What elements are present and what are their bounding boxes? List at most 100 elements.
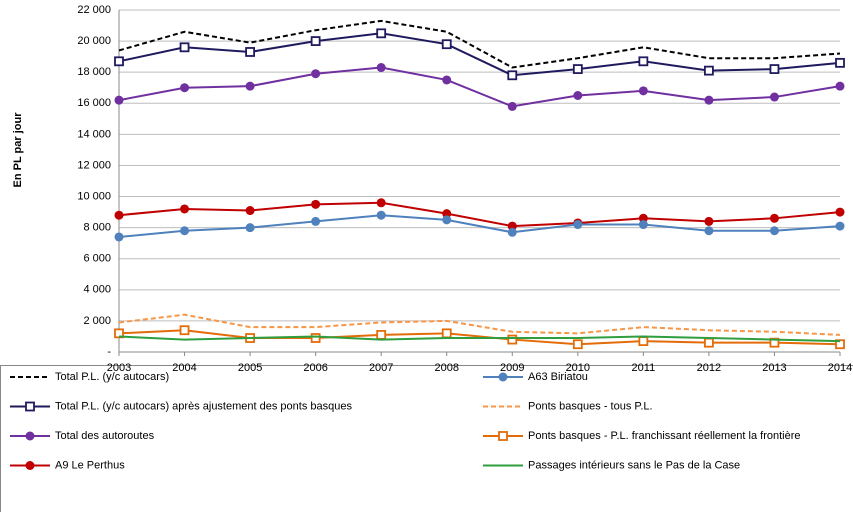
point <box>704 95 714 105</box>
point <box>769 92 779 102</box>
point <box>638 220 648 230</box>
point <box>769 226 779 236</box>
point <box>310 36 321 46</box>
legend-marker <box>25 431 35 441</box>
point <box>507 221 517 231</box>
y-tick-label: 6 000 <box>83 253 111 265</box>
point <box>507 227 517 237</box>
legend-label: A63 Biriatou <box>528 371 588 383</box>
point <box>638 56 649 67</box>
point <box>572 339 583 350</box>
y-tick-label: 18 000 <box>77 66 111 78</box>
legend-marker <box>498 431 508 441</box>
series-line <box>118 19 841 69</box>
legend-marker <box>498 372 508 382</box>
legend-label: Ponts basques - P.L. franchissant réelle… <box>528 430 801 442</box>
y-tick-label: - <box>107 346 111 358</box>
x-tick-label: 2011 <box>632 362 656 374</box>
point <box>704 337 714 348</box>
x-tick-label: 2004 <box>172 362 196 374</box>
point <box>245 223 255 233</box>
point <box>573 91 583 100</box>
y-tick-label: 4 000 <box>83 284 111 296</box>
series-line <box>118 201 841 228</box>
point <box>179 42 190 53</box>
point <box>572 64 583 74</box>
point <box>704 226 714 236</box>
point <box>507 101 517 111</box>
point <box>442 75 452 85</box>
legend-marker <box>25 401 35 412</box>
legend-box <box>0 365 853 512</box>
point <box>704 65 714 76</box>
point <box>441 328 452 339</box>
y-tick-label: 2 000 <box>83 315 111 327</box>
point <box>311 199 321 209</box>
point <box>769 64 780 74</box>
point <box>638 213 648 223</box>
point <box>114 232 124 242</box>
x-tick-label: 2013 <box>762 362 786 374</box>
point <box>180 226 190 236</box>
series-line <box>118 313 841 336</box>
point <box>835 57 845 68</box>
point <box>376 329 387 340</box>
point <box>376 28 387 39</box>
y-tick-label: 12 000 <box>77 159 111 171</box>
legend-label: Passages intérieurs sans le Pas de la Ca… <box>528 459 740 471</box>
x-tick-label: 2006 <box>303 362 327 374</box>
x-tick-label: 2003 <box>107 362 131 374</box>
point <box>311 216 321 226</box>
x-tick-label: 2009 <box>500 362 524 374</box>
legend-label: Ponts basques - tous P.L. <box>528 400 653 412</box>
legend-label: Total P.L. (y/c autocars) <box>55 371 169 383</box>
y-tick-label: 20 000 <box>77 35 111 47</box>
legend-label: A9 Le Perthus <box>55 459 125 471</box>
point <box>114 56 124 67</box>
point <box>114 210 124 220</box>
x-tick-label: 2007 <box>369 362 393 374</box>
point <box>835 221 845 231</box>
point <box>180 83 190 93</box>
y-tick-label: 14 000 <box>77 128 111 140</box>
point <box>441 39 452 50</box>
point <box>704 216 714 226</box>
y-tick-label: 10 000 <box>77 190 111 202</box>
x-tick-label: 2008 <box>434 362 458 374</box>
point <box>179 325 190 336</box>
point <box>638 336 649 347</box>
x-tick-label: 2005 <box>238 362 262 374</box>
series-line <box>118 214 841 238</box>
point <box>507 334 518 345</box>
y-axis-label: En PL par jour <box>12 112 24 188</box>
point <box>310 333 321 343</box>
point <box>245 206 255 216</box>
point <box>638 86 648 96</box>
point <box>245 81 255 91</box>
y-tick-label: 8 000 <box>83 222 111 234</box>
point <box>442 215 452 225</box>
point <box>114 95 124 105</box>
point <box>376 210 386 220</box>
series-line <box>118 66 841 108</box>
legend-marker <box>25 461 35 470</box>
point <box>376 198 386 208</box>
point <box>507 70 518 81</box>
x-tick-label: 2014 <box>828 362 852 374</box>
point <box>442 209 452 219</box>
series-line <box>118 32 841 77</box>
series-line <box>118 335 841 343</box>
point <box>376 63 386 73</box>
legend-label: Total P.L. (y/c autocars) après ajusteme… <box>55 400 352 412</box>
x-tick-label: 2012 <box>697 362 721 374</box>
x-tick-label: 2010 <box>566 362 590 374</box>
point <box>769 213 779 223</box>
y-tick-label: 22 000 <box>77 4 111 16</box>
series-line <box>118 329 841 346</box>
point <box>180 204 190 214</box>
point <box>835 207 845 217</box>
legend-label: Total des autoroutes <box>55 430 155 442</box>
point <box>573 220 583 230</box>
point <box>311 69 321 79</box>
